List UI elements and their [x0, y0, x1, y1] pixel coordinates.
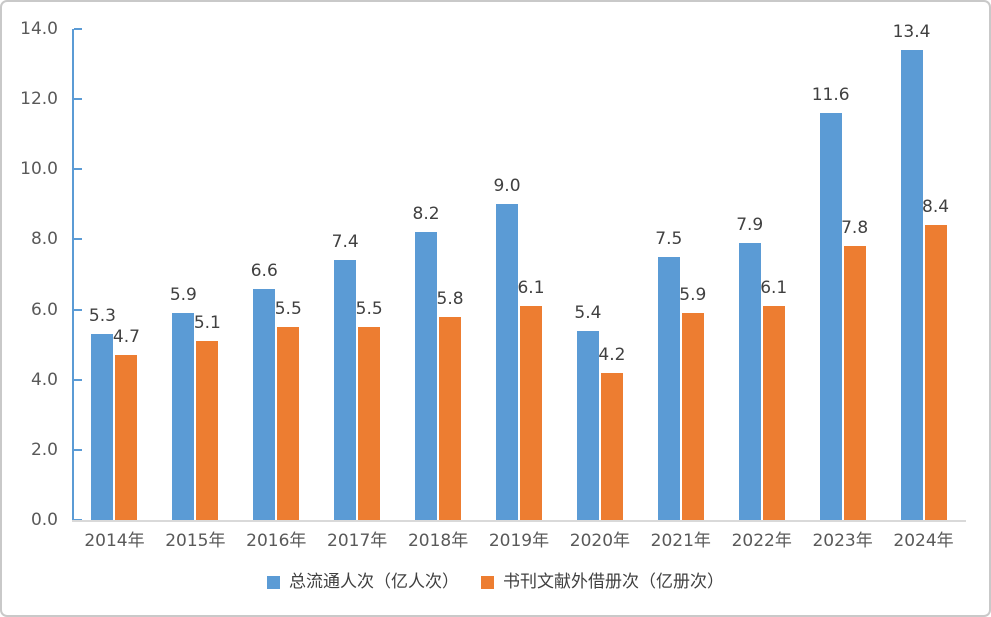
bar-orange-2015年	[196, 341, 219, 520]
bar-value-label: 5.8	[436, 288, 464, 309]
y-tick-label: 12.0	[20, 89, 58, 110]
bar-blue-2024年	[900, 50, 923, 520]
bar-value-label: 4.2	[598, 344, 626, 365]
bar-value-label: 4.7	[112, 327, 140, 348]
bar-value-label: 13.4	[892, 22, 931, 43]
bar-orange-2021年	[681, 313, 704, 520]
bar-orange-2016年	[277, 327, 300, 520]
y-tick-label: 2.0	[30, 439, 58, 460]
y-tick-label: 8.0	[30, 229, 58, 250]
y-tick-label: 6.0	[30, 299, 58, 320]
bar-blue-2023年	[819, 113, 842, 520]
bar-blue-2015年	[172, 313, 195, 520]
bar-value-label: 6.1	[760, 278, 788, 299]
bar-orange-2019年	[520, 306, 542, 520]
y-tick	[74, 238, 82, 241]
bar-blue-2016年	[253, 288, 276, 520]
y-tick	[74, 308, 82, 311]
x-tick-label: 2015年	[165, 531, 226, 551]
bar-value-label: 7.5	[655, 228, 683, 249]
legend-label-series-1: 总流通人次（亿人次）	[289, 572, 459, 592]
y-tick	[74, 28, 82, 30]
x-tick-label: 2023年	[812, 531, 873, 551]
bar-value-label: 5.9	[169, 285, 197, 306]
bar-value-label: 11.6	[811, 85, 850, 106]
x-axis-line	[72, 520, 966, 522]
bar-value-label: 6.6	[250, 260, 278, 281]
bar-orange-2017年	[358, 327, 381, 520]
bar-blue-2020年	[576, 330, 599, 520]
legend-label-series-2: 书刊文献外借册次（亿册次）	[503, 572, 724, 592]
bar-value-label: 9.0	[493, 176, 521, 197]
legend-entry-series-1: 总流通人次（亿人次）	[267, 572, 459, 592]
x-tick-label: 2016年	[246, 531, 307, 551]
y-tick-label: 10.0	[20, 159, 58, 180]
bar-value-label: 5.9	[679, 285, 707, 306]
bar-value-label: 5.1	[193, 313, 221, 334]
legend-swatch-orange	[481, 575, 494, 589]
x-tick-label: 2019年	[488, 531, 550, 551]
bar-orange-2023年	[843, 246, 866, 520]
bar-value-label: 8.4	[922, 197, 950, 218]
bar-blue-2018年	[415, 232, 438, 520]
y-tick	[74, 448, 82, 451]
x-tick-label: 2020年	[569, 531, 631, 551]
y-tick-label: 4.0	[30, 369, 58, 390]
x-tick-label: 2021年	[650, 531, 711, 551]
bar-value-label: 7.4	[331, 232, 359, 253]
bar-value-label: 7.8	[841, 218, 869, 239]
y-tick	[74, 98, 82, 101]
bar-orange-2022年	[762, 306, 785, 520]
legend-swatch-blue	[267, 575, 280, 589]
legend: 总流通人次（亿人次） 书刊文献外借册次（亿册次）	[2, 572, 989, 592]
bar-blue-2014年	[91, 334, 114, 520]
bar-blue-2022年	[738, 242, 761, 520]
bar-orange-2018年	[439, 316, 462, 520]
y-tick-label: 0.0	[30, 510, 58, 530]
x-tick-label: 2024年	[893, 531, 954, 551]
bar-orange-2020年	[600, 372, 623, 520]
bar-orange-2024年	[924, 225, 947, 520]
y-axis-line	[72, 29, 74, 522]
bar-value-label: 8.2	[412, 204, 440, 225]
bar-blue-2017年	[334, 260, 357, 520]
legend-entry-series-2: 书刊文献外借册次（亿册次）	[481, 572, 724, 592]
x-tick-label: 2022年	[731, 531, 792, 551]
bar-value-label: 5.3	[88, 306, 116, 327]
x-tick-label: 2014年	[84, 531, 145, 551]
bar-blue-2021年	[657, 256, 680, 520]
bar-value-label: 7.9	[736, 214, 764, 235]
bar-orange-2014年	[115, 355, 138, 520]
bar-value-label: 5.4	[574, 302, 602, 323]
bar-blue-2019年	[496, 204, 518, 520]
x-tick-label: 2018年	[407, 531, 469, 551]
y-tick-label: 14.0	[20, 19, 58, 39]
y-tick	[74, 378, 82, 381]
y-tick	[74, 168, 82, 171]
bar-value-label: 5.5	[274, 299, 302, 320]
bar-value-label: 6.1	[517, 278, 545, 299]
x-tick-label: 2017年	[327, 531, 388, 551]
bar-value-label: 5.5	[355, 299, 383, 320]
